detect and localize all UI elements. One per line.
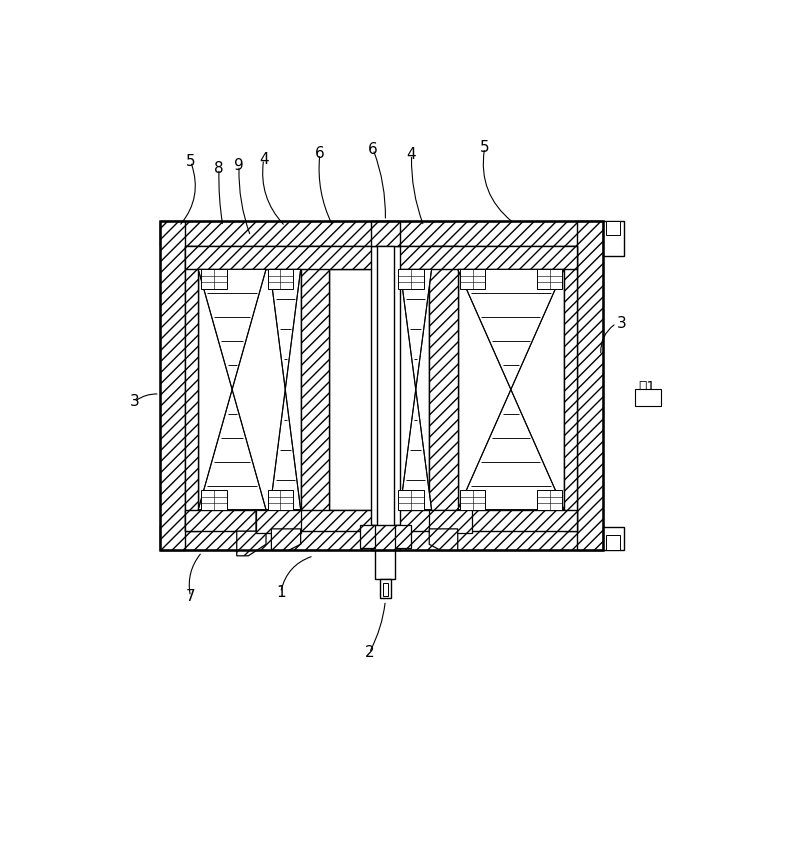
Polygon shape bbox=[458, 269, 564, 389]
Bar bbox=[185, 245, 370, 269]
Bar bbox=[360, 525, 375, 548]
Bar bbox=[430, 509, 472, 533]
Text: 9: 9 bbox=[234, 158, 244, 173]
Bar bbox=[602, 527, 624, 551]
Polygon shape bbox=[458, 389, 564, 509]
Bar bbox=[160, 221, 185, 551]
Bar bbox=[458, 269, 564, 509]
Bar bbox=[185, 245, 198, 531]
Bar bbox=[201, 269, 226, 288]
Bar bbox=[160, 221, 602, 245]
Polygon shape bbox=[198, 269, 266, 389]
Bar bbox=[398, 269, 424, 288]
Bar bbox=[267, 269, 293, 288]
Text: 3: 3 bbox=[130, 394, 139, 409]
Text: 6: 6 bbox=[315, 146, 325, 162]
Bar bbox=[460, 269, 486, 288]
Text: 1: 1 bbox=[276, 585, 286, 601]
Text: 5: 5 bbox=[480, 140, 490, 155]
Bar bbox=[602, 221, 624, 255]
Text: 2: 2 bbox=[364, 645, 374, 661]
Bar bbox=[400, 269, 430, 509]
Bar bbox=[267, 491, 293, 509]
Bar bbox=[160, 525, 602, 551]
Bar bbox=[635, 388, 661, 406]
Bar bbox=[606, 221, 620, 234]
Bar bbox=[370, 221, 400, 246]
Bar bbox=[377, 246, 394, 531]
Bar bbox=[537, 491, 562, 509]
Bar bbox=[370, 525, 400, 551]
Bar bbox=[329, 269, 370, 509]
Bar bbox=[185, 509, 370, 531]
Bar bbox=[430, 246, 458, 525]
Bar bbox=[564, 245, 577, 531]
Bar bbox=[198, 269, 301, 509]
Polygon shape bbox=[237, 509, 301, 556]
Text: 6: 6 bbox=[368, 142, 378, 157]
Polygon shape bbox=[198, 389, 266, 509]
Polygon shape bbox=[271, 529, 301, 551]
Text: 图1: 图1 bbox=[638, 379, 656, 393]
Polygon shape bbox=[270, 389, 301, 509]
Bar bbox=[400, 245, 577, 269]
Polygon shape bbox=[400, 389, 431, 509]
Text: 3: 3 bbox=[616, 316, 626, 331]
Bar bbox=[375, 551, 395, 579]
Text: 5: 5 bbox=[186, 154, 195, 169]
Text: 4: 4 bbox=[406, 147, 416, 162]
Bar bbox=[160, 221, 602, 551]
Bar bbox=[606, 535, 620, 551]
Bar bbox=[537, 269, 562, 288]
Bar bbox=[577, 221, 602, 551]
Bar bbox=[398, 491, 424, 509]
Bar bbox=[256, 509, 301, 533]
Bar bbox=[201, 491, 226, 509]
Polygon shape bbox=[400, 269, 431, 389]
Text: 7: 7 bbox=[186, 589, 195, 604]
Bar bbox=[460, 491, 486, 509]
Bar bbox=[380, 579, 390, 598]
Polygon shape bbox=[270, 269, 301, 389]
Bar bbox=[301, 246, 329, 525]
Bar bbox=[383, 583, 388, 596]
Polygon shape bbox=[430, 529, 458, 551]
Text: 4: 4 bbox=[259, 151, 269, 167]
Bar bbox=[395, 525, 410, 548]
Bar bbox=[400, 509, 577, 531]
Text: 8: 8 bbox=[214, 161, 224, 176]
